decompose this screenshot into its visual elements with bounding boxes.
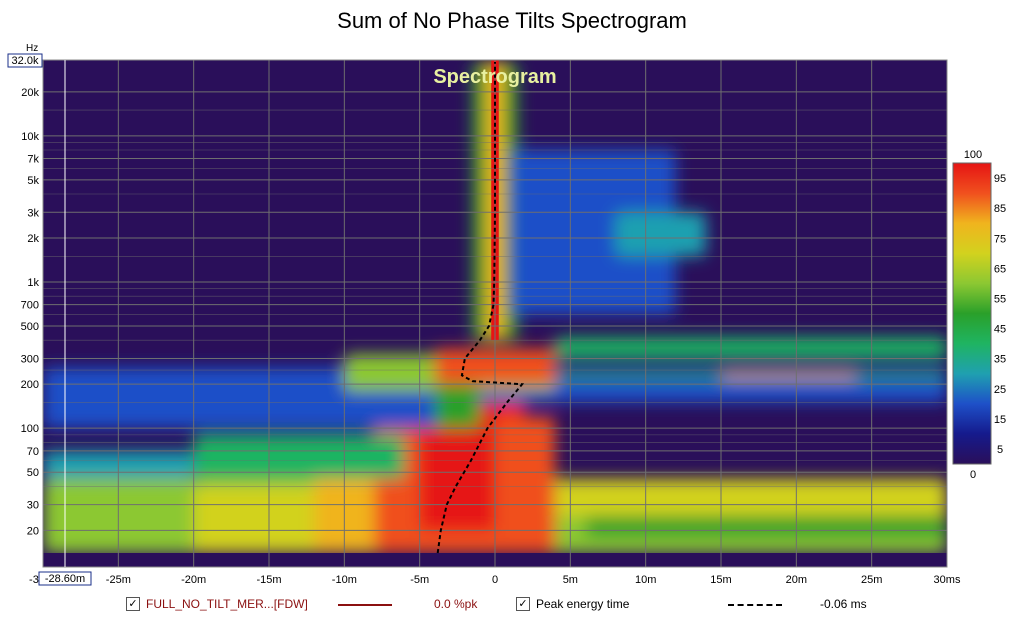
heat-region — [193, 434, 405, 479]
trace-line-swatch — [338, 604, 392, 606]
heat-region — [555, 478, 947, 517]
y-tick-label: 5k — [27, 175, 39, 187]
trace-checkbox[interactable]: ✓ — [126, 597, 140, 611]
x-tick-label: 5m — [563, 574, 578, 586]
x-tick-label: -15m — [256, 574, 281, 586]
x-tick-label: 15m — [710, 574, 731, 586]
y-tick-label: 700 — [21, 300, 39, 312]
colorbar-tick-label: 65 — [994, 263, 1006, 275]
y-tick-label: 500 — [21, 321, 39, 333]
peak-label: Peak energy time — [536, 597, 630, 611]
y-tick-label: 30 — [27, 500, 39, 512]
x-readout: -28.60m — [45, 573, 85, 585]
x-tick-label: 0 — [492, 574, 498, 586]
x-readout-box[interactable] — [38, 571, 92, 586]
y-tick-label: 100 — [21, 423, 39, 435]
x-tick-label: -5m — [410, 574, 429, 586]
x-tick-label: -20m — [181, 574, 206, 586]
y-tick-label: 2k — [27, 233, 39, 245]
y-readout: 32.0k — [12, 55, 39, 67]
heat-region — [585, 516, 947, 538]
y-tick-label: 3k — [27, 207, 39, 219]
y-tick-label: 50 — [27, 467, 39, 479]
peak-energy-time-line — [436, 62, 525, 554]
colorbar-tick-label: 95 — [994, 173, 1006, 185]
y-tick-label: 10k — [21, 131, 39, 143]
grid — [43, 60, 947, 567]
y-tick-label: 200 — [21, 379, 39, 391]
colorbar-tick-label: 25 — [994, 384, 1006, 396]
heat-region — [510, 150, 676, 315]
heat-region — [555, 337, 947, 359]
heat-region — [721, 372, 857, 379]
colorbar-tick-label: 15 — [994, 414, 1006, 426]
y-unit-label: Hz — [26, 43, 38, 54]
y-tick-label: 20k — [21, 87, 39, 99]
x-axis: -25m -20m -15m -10m -5m 0 5m 10m 15m 20m 25m 30ms-3… — [29, 574, 961, 586]
heat-region — [434, 384, 480, 429]
colorbar-tick-label: 35 — [994, 354, 1006, 366]
y-tick-label: 7k — [27, 153, 39, 165]
y-tick-label: 70 — [27, 446, 39, 458]
peak-checkbox[interactable]: ✓ — [516, 597, 530, 611]
colorbar-tick-label: 45 — [994, 324, 1006, 336]
colorbar-tick-label: 5 — [997, 444, 1003, 456]
legend: ✓ FULL_NO_TILT_MER...[FDW] 0.0 %pk ✓ Pea… — [0, 594, 1024, 616]
spectrogram-chart: Spectrogram 203050701002003005007001k2k3… — [7, 43, 1006, 586]
x-tick-label: -25m — [106, 574, 131, 586]
colorbar-min-label: 0 — [970, 469, 976, 481]
y-tick-label: 20 — [27, 525, 39, 537]
colorbar-max-label: 100 — [964, 149, 982, 161]
chart-title: Sum of No Phase Tilts Spectrogram — [337, 8, 687, 33]
peak-energy-layer — [436, 62, 525, 554]
heat-region — [615, 212, 706, 257]
y-axis: 20 30 50 70 100 200 300 500 700 1k 2k 3k 5k 7k 10k 20k — [21, 87, 40, 538]
plot-frame — [42, 59, 948, 568]
colorbar-tick-label: 55 — [994, 293, 1006, 305]
colorbar-tick-label: 85 — [994, 203, 1006, 215]
colorbar — [952, 162, 992, 465]
y-readout-box[interactable] — [7, 53, 43, 68]
peak-value: -0.06 ms — [820, 597, 867, 611]
colorbar-ticks: 5 15 25 35 45 55 65 75 85 95 — [994, 173, 1006, 456]
x-tick-label: 25m — [861, 574, 882, 586]
inner-label: Spectrogram — [433, 66, 556, 88]
heat-region — [495, 416, 556, 553]
heat-region — [43, 398, 465, 429]
y-tick-label: 1k — [27, 277, 39, 289]
x-tick-label: 20m — [786, 574, 807, 586]
x-tick-label: 30ms — [934, 574, 961, 586]
y-tick-label: 300 — [21, 353, 39, 365]
x-tick-label: -10m — [332, 574, 357, 586]
colorbar-tick-label: 75 — [994, 233, 1006, 245]
x-tick-label: 10m — [635, 574, 656, 586]
trace-value: 0.0 %pk — [434, 597, 478, 611]
trace-name: FULL_NO_TILT_MER...[FDW] — [146, 597, 308, 611]
peak-line-swatch — [728, 604, 782, 606]
